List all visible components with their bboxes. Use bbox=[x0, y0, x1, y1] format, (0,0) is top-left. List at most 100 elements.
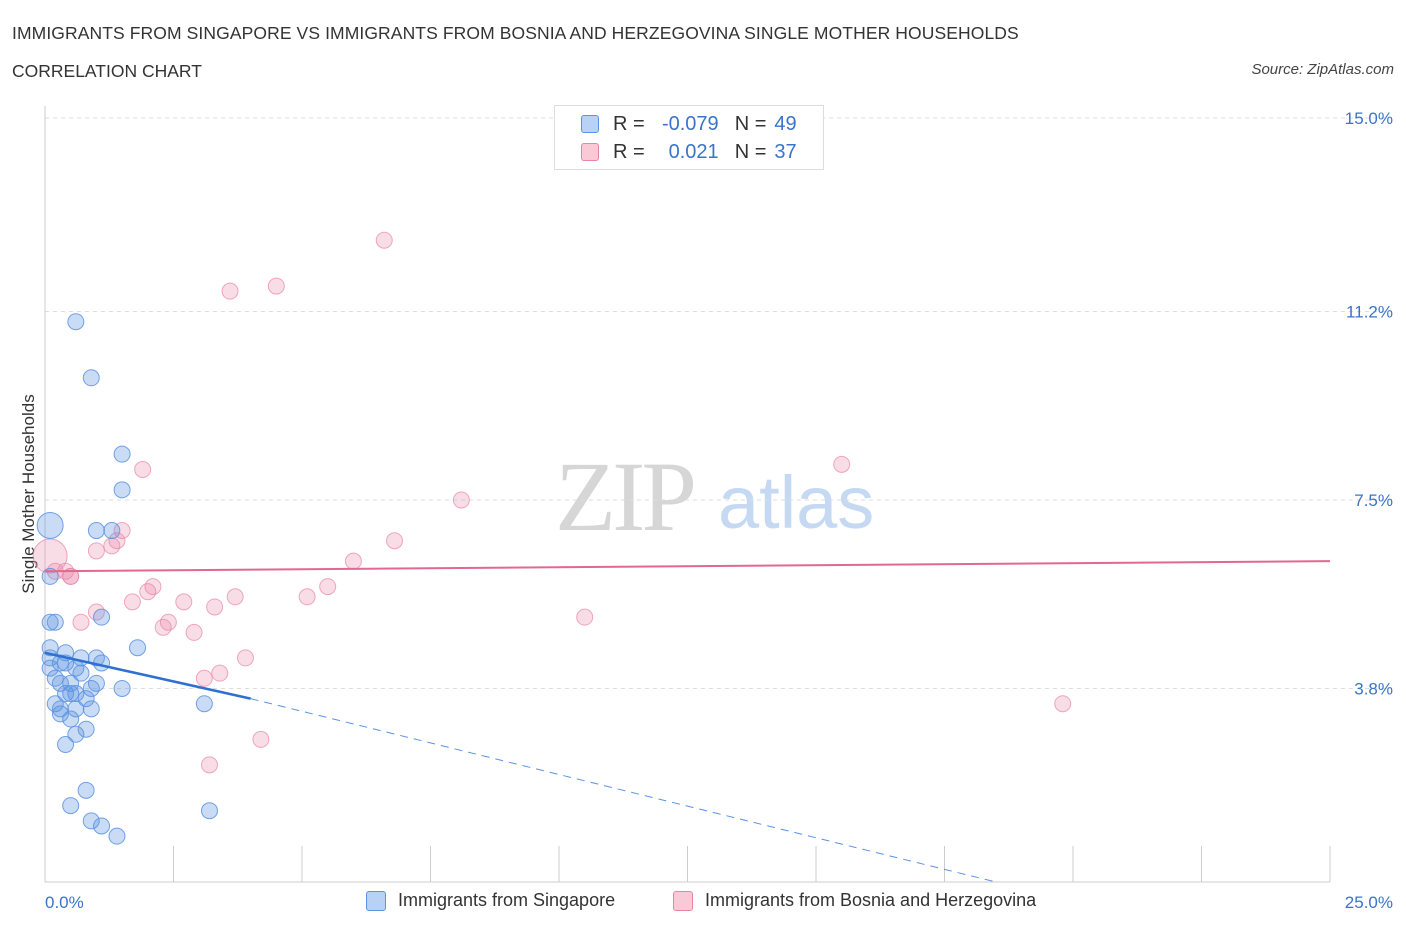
bosnia-point bbox=[267, 277, 285, 295]
legend-r-value: 0.021 bbox=[668, 140, 719, 163]
bosnia-point bbox=[576, 608, 594, 626]
singapore-point bbox=[195, 695, 213, 713]
bosnia-point bbox=[236, 649, 254, 667]
bosnia-point bbox=[103, 537, 121, 555]
legend-row-singapore: R = -0.079 N = 49 bbox=[581, 112, 797, 136]
singapore-point bbox=[113, 481, 131, 499]
singapore-point bbox=[67, 659, 85, 677]
bosnia-point bbox=[206, 598, 224, 616]
bosnia-point bbox=[144, 578, 162, 596]
bottom-legend-label: Immigrants from Singapore bbox=[398, 890, 616, 910]
bottom-legend-singapore: Immigrants from Singapore bbox=[366, 890, 615, 911]
bosnia-point bbox=[87, 542, 105, 560]
singapore-point bbox=[41, 649, 59, 667]
bosnia-point bbox=[123, 593, 141, 611]
singapore-point bbox=[82, 679, 100, 697]
bosnia-point bbox=[386, 532, 404, 550]
singapore-point bbox=[51, 674, 69, 692]
singapore-point bbox=[57, 735, 75, 753]
singapore-point bbox=[67, 700, 85, 718]
singapore-point bbox=[57, 685, 75, 703]
legend-row-bosnia: R = 0.021 N = 37 bbox=[581, 140, 797, 164]
legend-n-label: N = bbox=[734, 112, 767, 135]
singapore-point bbox=[72, 664, 90, 682]
singapore-point bbox=[82, 369, 100, 387]
singapore-point bbox=[77, 781, 95, 799]
singapore-point bbox=[67, 725, 85, 743]
bosnia-point bbox=[375, 231, 393, 249]
bosnia-point bbox=[139, 583, 157, 601]
singapore-point bbox=[113, 445, 131, 463]
watermark-atlas: atlas bbox=[718, 461, 874, 544]
bottom-legend-bosnia: Immigrants from Bosnia and Herzegovina bbox=[673, 890, 1036, 911]
bosnia-trend-line bbox=[44, 560, 1331, 573]
legend-r-label: R = bbox=[613, 112, 645, 135]
y-tick-label: 7.5% bbox=[1354, 491, 1393, 510]
singapore-point bbox=[82, 812, 100, 830]
bosnia-point bbox=[298, 588, 316, 606]
singapore-point bbox=[200, 802, 218, 820]
legend-n-label: N = bbox=[734, 140, 767, 163]
singapore-point bbox=[51, 705, 69, 723]
x-tick-label: 25.0% bbox=[1345, 893, 1393, 912]
singapore-point bbox=[62, 797, 80, 815]
bosnia-point bbox=[211, 664, 229, 682]
bosnia-point bbox=[154, 618, 172, 636]
y-tick-label: 11.2% bbox=[1346, 303, 1393, 322]
y-axis-title: Single Mother Households bbox=[19, 394, 38, 593]
bosnia-point bbox=[226, 588, 244, 606]
bosnia-point bbox=[1054, 695, 1072, 713]
singapore-point bbox=[62, 674, 80, 692]
chart-title: IMMIGRANTS FROM SINGAPORE VS IMMIGRANTS … bbox=[12, 23, 1019, 43]
x-tick-label: 0.0% bbox=[45, 893, 84, 912]
singapore-point bbox=[46, 613, 64, 631]
singapore-point bbox=[82, 700, 100, 718]
legend-n-value: 37 bbox=[774, 140, 797, 163]
singapore-point bbox=[113, 679, 131, 697]
singapore-point bbox=[77, 720, 95, 738]
singapore-point bbox=[41, 567, 59, 585]
legend-r-label: R = bbox=[613, 140, 645, 163]
singapore-point bbox=[93, 817, 111, 835]
bosnia-point bbox=[452, 491, 470, 509]
singapore-trend-line bbox=[44, 651, 251, 700]
singapore-trend-extension bbox=[250, 698, 997, 883]
singapore-point bbox=[93, 608, 111, 626]
singapore-point bbox=[87, 649, 105, 667]
legend-r-value: -0.079 bbox=[661, 112, 719, 135]
bottom-legend-label: Immigrants from Bosnia and Herzegovina bbox=[705, 890, 1037, 910]
bosnia-point bbox=[134, 460, 152, 478]
correlation-legend: R = -0.079 N = 49 R = 0.021 N = 37 bbox=[554, 105, 824, 170]
singapore-point bbox=[41, 659, 59, 677]
y-tick-label: 3.8% bbox=[1354, 679, 1393, 698]
watermark-zip: ZIP bbox=[555, 441, 693, 552]
bosnia-point bbox=[185, 623, 203, 641]
singapore-point bbox=[87, 674, 105, 692]
bosnia-point bbox=[319, 578, 337, 596]
y-tick-label: 15.0% bbox=[1345, 109, 1393, 128]
bosnia-swatch-icon bbox=[581, 143, 599, 161]
bosnia-point bbox=[159, 613, 177, 631]
bosnia-point bbox=[221, 282, 239, 300]
singapore-point bbox=[41, 613, 59, 631]
bosnia-point bbox=[252, 730, 270, 748]
singapore-point bbox=[103, 522, 121, 540]
singapore-point bbox=[67, 685, 85, 703]
bosnia-point bbox=[344, 552, 362, 570]
bosnia-point bbox=[62, 567, 80, 585]
bosnia-point bbox=[113, 522, 131, 540]
bosnia-point bbox=[87, 603, 105, 621]
bosnia-point bbox=[72, 613, 90, 631]
singapore-swatch-icon bbox=[581, 115, 599, 133]
singapore-point bbox=[51, 700, 69, 718]
singapore-swatch-icon bbox=[366, 890, 386, 911]
bosnia-point bbox=[195, 669, 213, 687]
singapore-point bbox=[67, 313, 85, 331]
singapore-point bbox=[87, 522, 105, 540]
source-label: Source: ZipAtlas.com bbox=[1251, 61, 1394, 78]
bosnia-point bbox=[108, 532, 126, 550]
singapore-point bbox=[36, 511, 64, 539]
singapore-point bbox=[77, 690, 95, 708]
singapore-point bbox=[46, 695, 64, 713]
